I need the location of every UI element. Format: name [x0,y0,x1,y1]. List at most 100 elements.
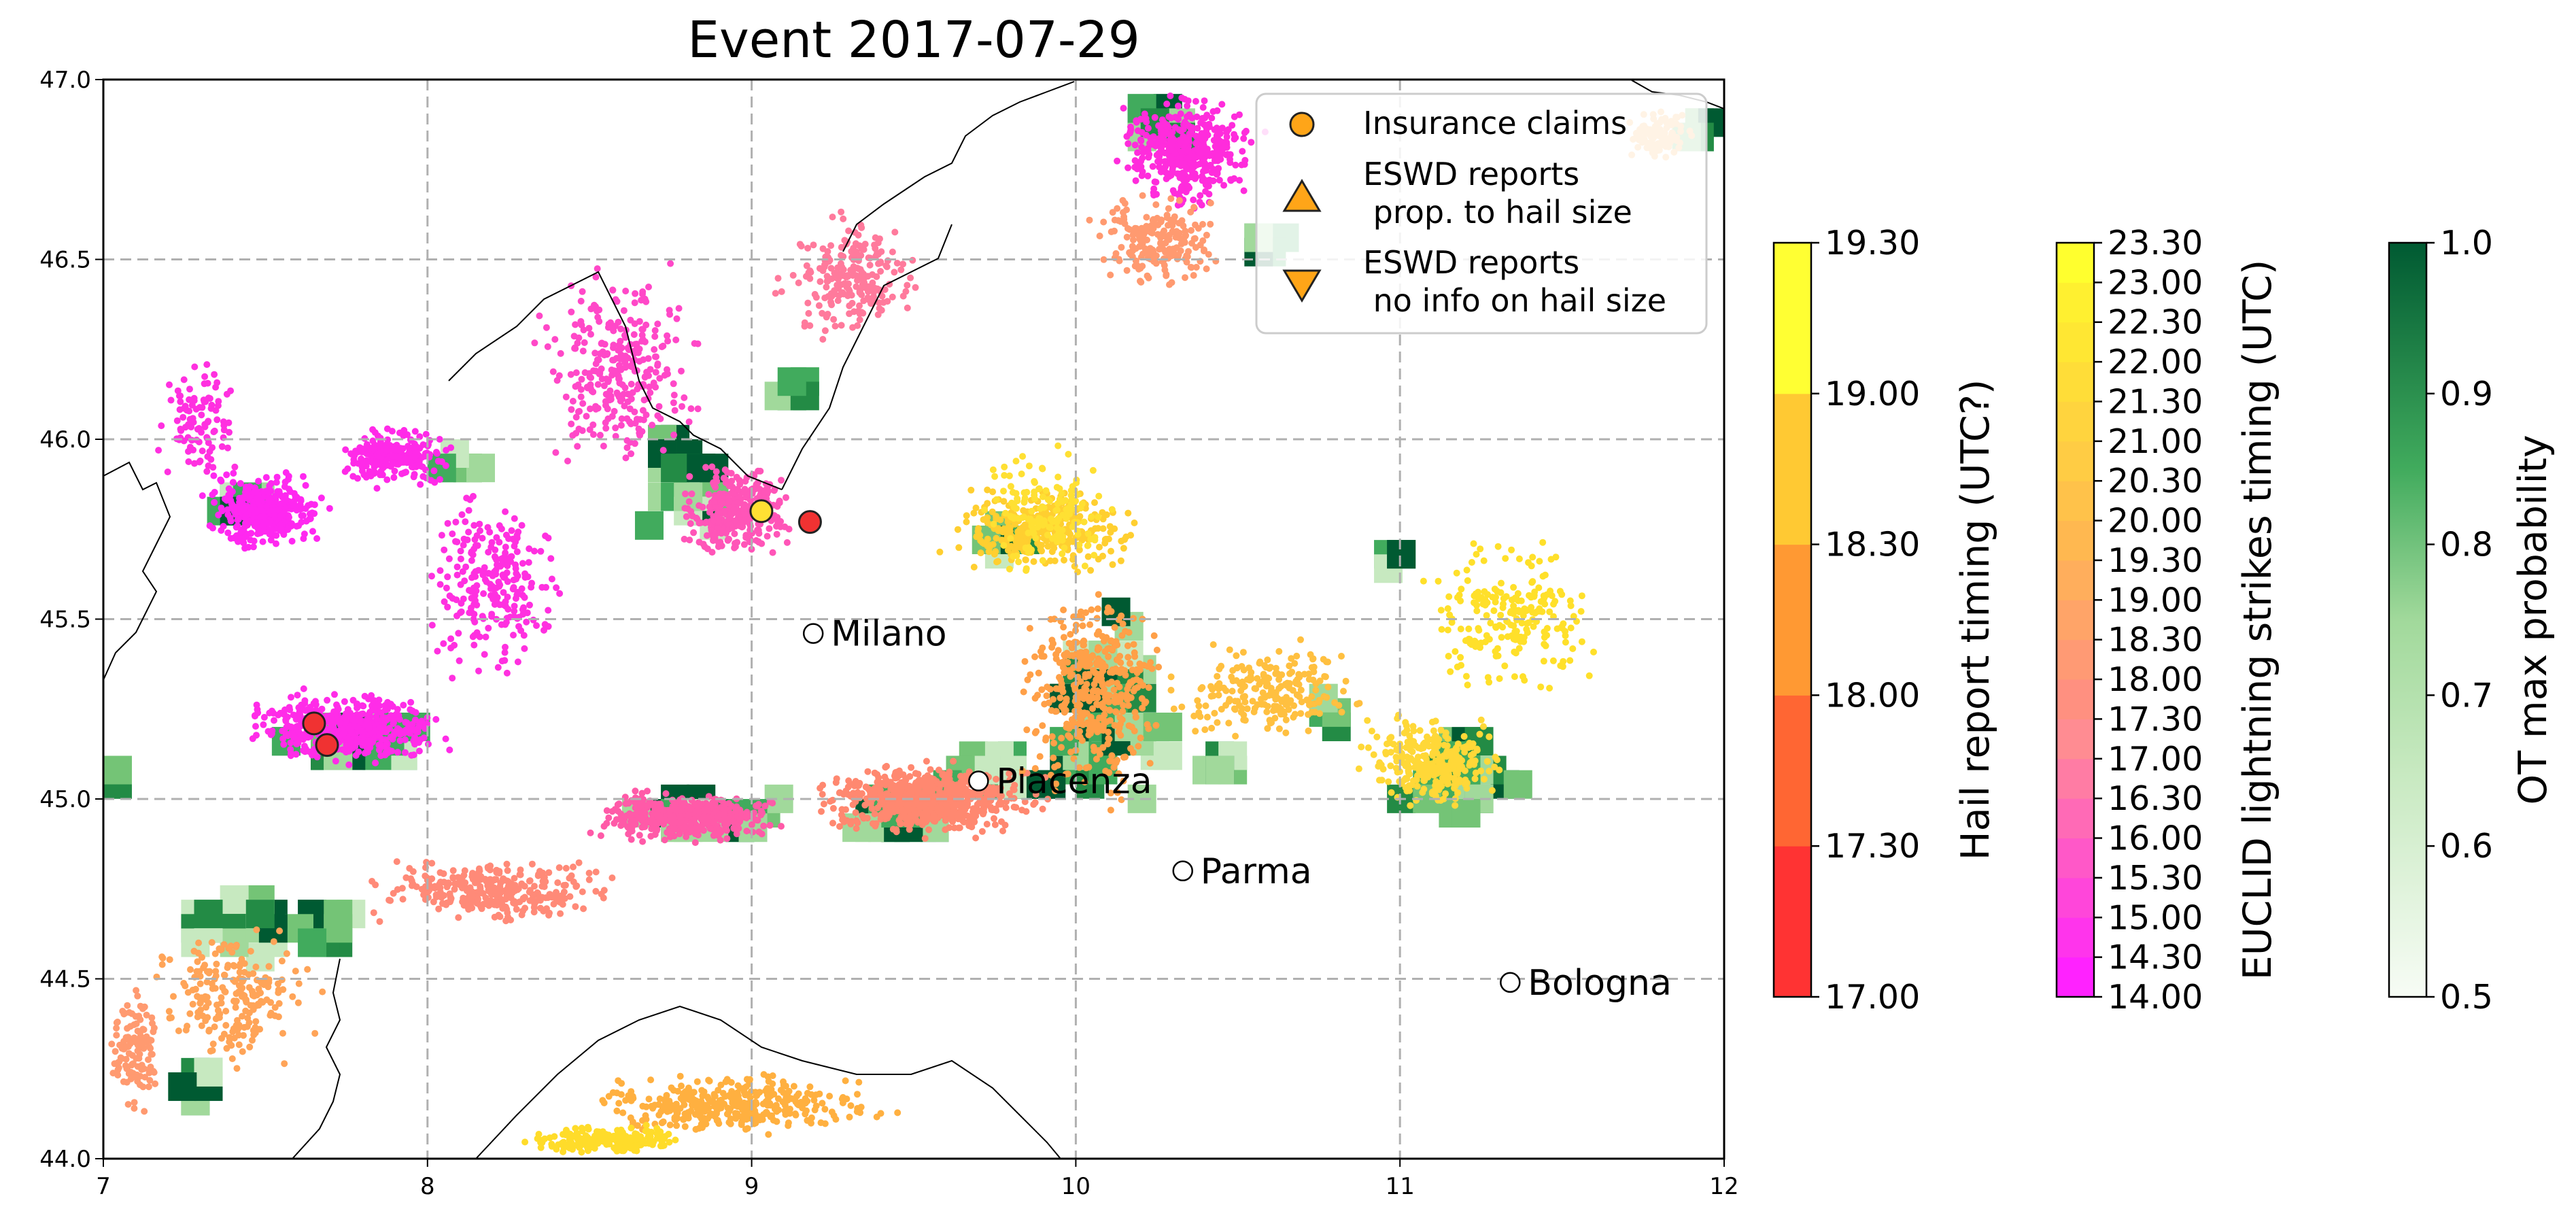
lightning-strike [589,367,597,375]
lightning-strike [324,696,331,704]
lightning-strike [468,557,475,564]
lightning-strike [678,803,685,811]
lightning-strike [369,437,377,445]
lightning-strike [852,809,859,817]
lightning-strike [775,500,783,507]
lightning-strike [408,751,415,759]
lightning-strike [805,269,812,277]
lightning-strike [521,570,529,577]
lightning-strike [441,546,448,554]
lightning-strike [572,369,580,377]
lightning-strike [1083,681,1090,688]
lightning-strike [470,641,478,649]
lightning-strike [857,287,864,294]
lightning-strike [944,785,950,793]
lightning-strike [288,520,296,528]
lightning-strike [1099,552,1106,560]
ot-cell [466,454,496,483]
lightning-strike [1119,708,1127,715]
lightning-strike [436,581,444,588]
lightning-strike [1444,735,1452,743]
lightning-strike [1105,698,1113,706]
lightning-strike [312,698,319,705]
lightning-strike [963,512,970,520]
lightning-strike [1497,589,1505,596]
lightning-strike [371,697,378,704]
lightning-strike [241,545,249,552]
lightning-strike [1508,546,1515,554]
ot-cell [1503,770,1532,799]
lightning-strike [361,692,368,700]
lightning-strike [401,736,409,743]
ot-cell [777,367,806,396]
lightning-strike [1117,659,1124,666]
lightning-strike [1438,626,1445,633]
lightning-strike [1388,789,1395,796]
lightning-strike [206,522,213,530]
lightning-strike [651,333,659,340]
lightning-strike [902,288,910,295]
lightning-strike [691,839,699,847]
lightning-strike [1020,688,1027,696]
lightning-strike [612,424,619,432]
lightning-strike [634,349,642,356]
lightning-strike [885,808,892,816]
lightning-strike [402,469,409,476]
lightning-strike [292,751,300,758]
lightning-strike [717,836,724,844]
lightning-strike [577,386,585,393]
lightning-strike [1382,750,1390,757]
lightning-strike [609,286,617,294]
lightning-strike [1048,706,1055,714]
lightning-strike [444,520,451,527]
lightning-strike [353,739,360,747]
lightning-strike [828,292,836,300]
lightning-strike [986,544,993,551]
lightning-strike [360,702,367,710]
lightning-strike [687,520,694,527]
lightning-strike [1481,638,1489,645]
lightning-strike [1444,605,1452,612]
lightning-strike [1452,782,1459,789]
lightning-strike [860,815,868,822]
lightning-strike [854,322,861,329]
lightning-strike [653,827,660,834]
lightning-strike [1507,621,1515,628]
lightning-strike [547,555,555,562]
lightning-strike [778,288,785,295]
lightning-strike [1109,668,1116,676]
lightning-strike [1429,763,1437,770]
lightning-strike [831,322,839,330]
lightning-strike [1090,666,1097,674]
lightning-strike [506,556,513,564]
lightning-strike [728,477,736,485]
lightning-strike [396,716,403,723]
lightning-strike [1528,562,1535,570]
lightning-strike [830,316,838,323]
lightning-strike [1403,775,1411,783]
lightning-strike [980,811,986,818]
lightning-strike [1457,653,1464,661]
lightning-strike [1131,728,1138,734]
lightning-strike [300,473,307,480]
lightning-strike [1488,787,1496,794]
lightning-strike [282,717,290,725]
lightning-strike [831,270,839,277]
lightning-strike [453,563,461,571]
lightning-strike [1432,732,1439,740]
lightning-strike [628,450,635,458]
lightning-strike [673,315,681,322]
lightning-strike [1105,653,1112,660]
lightning-strike [290,734,297,741]
lightning-strike [714,514,721,522]
lightning-strike [1124,509,1132,517]
lightning-strike [234,522,241,530]
lightning-strike [210,472,218,479]
lightning-strike [296,711,304,718]
lightning-strike [1457,626,1464,632]
lightning-strike [820,800,827,808]
lightning-strike [438,458,445,465]
lightning-strike [1043,692,1050,700]
lightning-strike [600,443,607,449]
lightning-strike [895,767,903,774]
